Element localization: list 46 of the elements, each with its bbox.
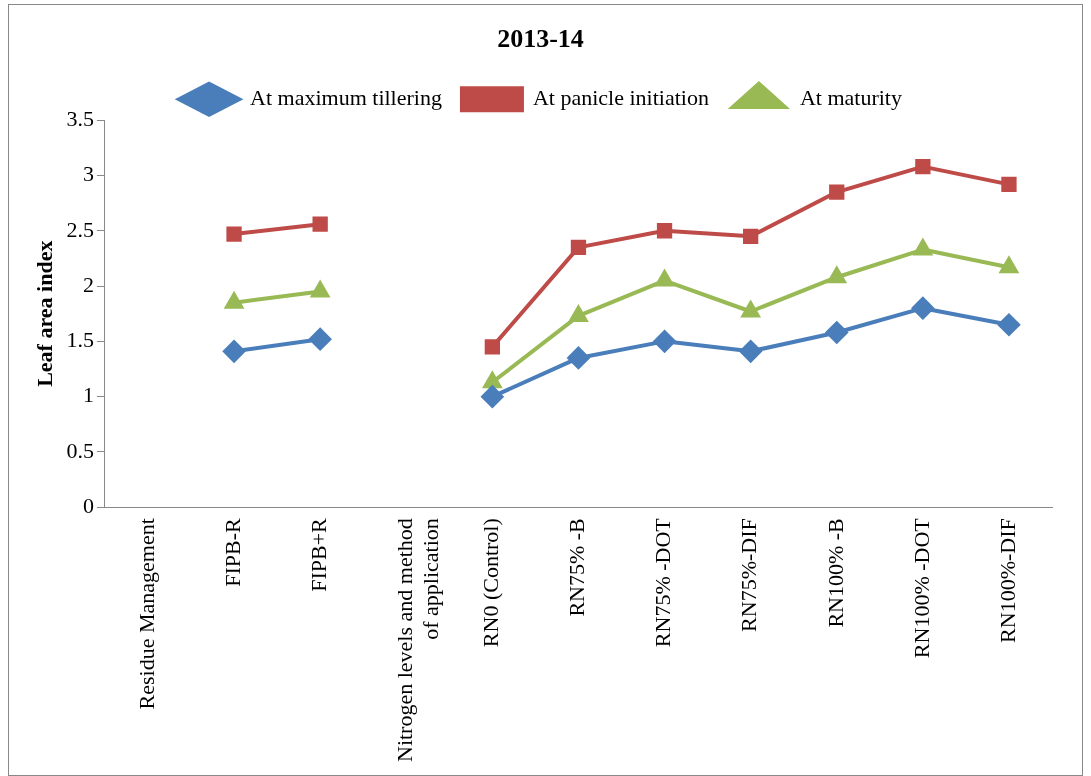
point (226, 226, 242, 242)
point (1001, 176, 1017, 192)
point (309, 328, 332, 351)
point (653, 330, 676, 353)
y-tick-label: 3.5 (66, 105, 94, 131)
x-tick-label: Nitrogen levels and method of application (392, 518, 444, 763)
point (483, 372, 502, 389)
point (656, 223, 673, 239)
point (312, 216, 328, 232)
y-tick-label: 3 (82, 161, 94, 187)
point (567, 346, 590, 369)
chart-title: 2013-14 (497, 24, 584, 54)
y-axis-title: Leaf area index (31, 240, 57, 387)
point (827, 267, 846, 284)
point (739, 340, 762, 363)
x-tick-label: RN75% -B (564, 518, 590, 617)
x-tick-label: RN75%-DIF (736, 518, 762, 632)
point (741, 301, 760, 318)
point (223, 340, 246, 363)
point (829, 184, 845, 200)
point (481, 385, 504, 408)
legend-label: At maturity (799, 84, 902, 110)
y-tick-label: 0 (82, 493, 94, 519)
x-tick-label: RN100% -DOT (908, 517, 934, 659)
y-tick-label: 1.5 (66, 327, 94, 353)
y-tick-label: 0.5 (66, 437, 94, 463)
x-tick-label: Residue Management (133, 518, 159, 710)
point (825, 321, 848, 344)
point (1000, 257, 1018, 274)
y-tick-label: 2 (82, 271, 94, 297)
y-tick-label: 1 (82, 382, 94, 408)
x-tick-label: FIPB+R (305, 517, 331, 592)
x-tick-label: FIPB-R (219, 517, 245, 587)
x-tick-label: RN75% -DOT (650, 517, 676, 648)
point (742, 228, 759, 244)
legend-label: At panicle initiation (532, 84, 709, 110)
x-tick-label: RN100%-DIF (994, 518, 1020, 643)
x-tick-label: RN100% -B (822, 518, 848, 628)
point (484, 339, 501, 355)
point (911, 297, 934, 320)
legend-label: At maximum tillering (250, 84, 442, 110)
point (915, 158, 931, 175)
point (570, 239, 587, 256)
x-tick-label: RN0 (Control) (478, 518, 504, 648)
y-tick-label: 2.5 (66, 216, 94, 242)
point (997, 313, 1020, 336)
